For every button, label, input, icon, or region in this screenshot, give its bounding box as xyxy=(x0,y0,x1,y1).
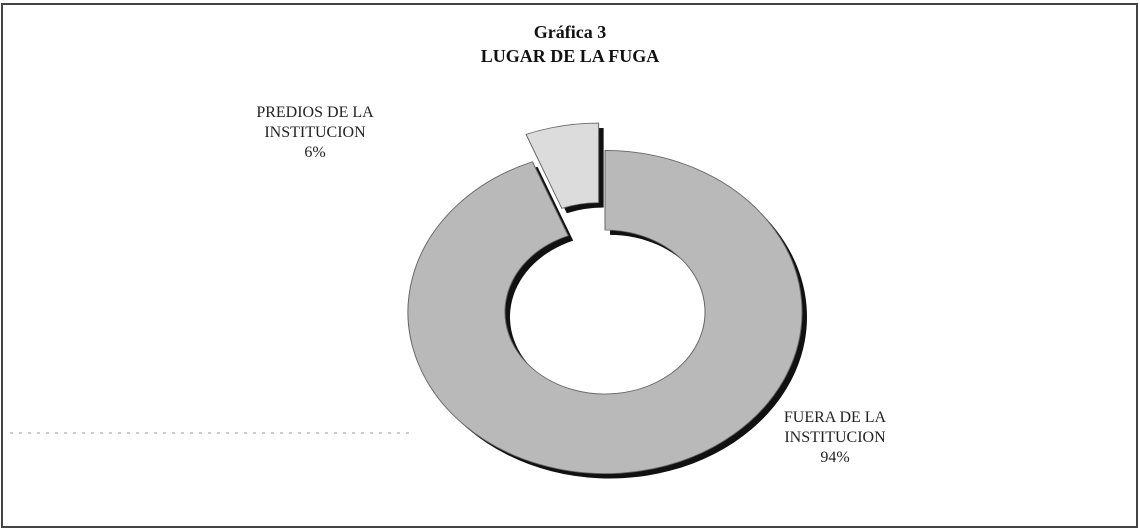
value-label: 6% xyxy=(304,144,326,161)
slice-label: FUERA DE LA INSTITUCION 94% xyxy=(750,408,920,468)
chart-subtitle: LUGAR DE LA FUGA xyxy=(480,46,660,66)
frame xyxy=(1,3,1138,528)
slice-label: PREDIOS DE LA INSTITUCION 6% xyxy=(240,103,390,163)
category-label: FUERA DE LA INSTITUCION xyxy=(783,409,887,446)
slice xyxy=(407,150,803,474)
chart-title: Gráfica 3 xyxy=(533,22,607,42)
slice xyxy=(525,122,600,209)
value-label: 94% xyxy=(820,449,850,466)
donut xyxy=(407,122,807,479)
category-label: PREDIOS DE LA INSTITUCION xyxy=(256,104,374,141)
